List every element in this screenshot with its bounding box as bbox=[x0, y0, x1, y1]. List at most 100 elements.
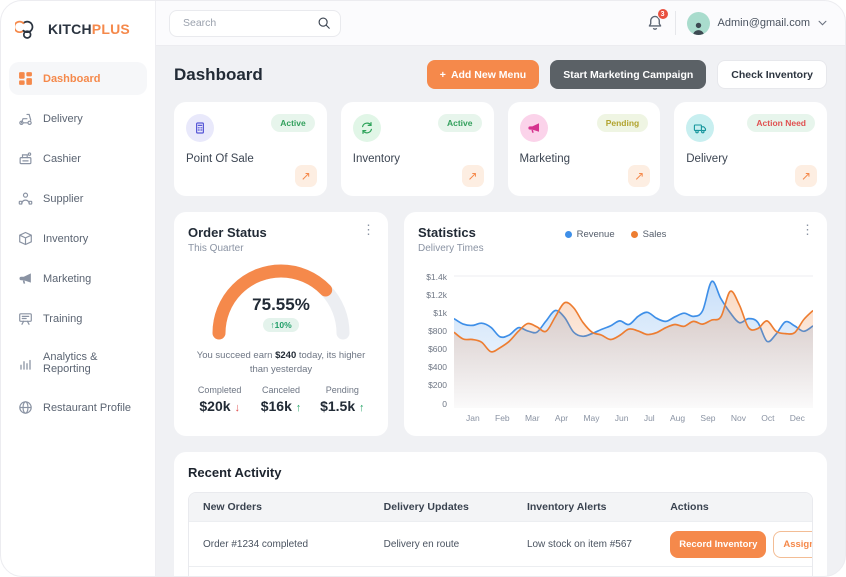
topbar-divider bbox=[674, 11, 676, 35]
logo-icon bbox=[15, 16, 41, 42]
search-input[interactable] bbox=[181, 16, 311, 30]
arrow-up-icon: ↑ bbox=[295, 401, 302, 414]
sidebar-item-delivery[interactable]: Delivery bbox=[9, 102, 147, 135]
recent-activity-title: Recent Activity bbox=[188, 465, 282, 480]
y-axis: $1.4k $1.2k $1k $800 $600 $400 $200 0 bbox=[426, 271, 447, 409]
kebab-menu-icon[interactable]: ⋮ bbox=[801, 222, 814, 237]
sidebar: KITCHPLUS Dashboard Delivery Cashier bbox=[1, 1, 156, 576]
table-row: Order #1234 completed Delivery en route … bbox=[189, 521, 812, 566]
sidebar-item-label: Cashier bbox=[43, 152, 81, 165]
column-header: New Orders bbox=[203, 501, 262, 513]
order-status-stats: Completed $20k ↓ Canceled $16k ↑ Pending… bbox=[188, 385, 374, 414]
column-header: Delivery Updates bbox=[383, 501, 469, 513]
main-content: Dashboard + Add New Menu Start Marketing… bbox=[156, 46, 845, 576]
line-chart: $1.4k $1.2k $1k $800 $600 $400 $200 0 bbox=[418, 263, 813, 409]
cashier-icon bbox=[18, 151, 33, 166]
card-point-of-sale[interactable]: Active Point Of Sale ↗ bbox=[174, 102, 327, 196]
delivery-icon bbox=[18, 111, 33, 126]
pos-icon bbox=[186, 114, 214, 142]
sidebar-item-marketing[interactable]: Marketing bbox=[9, 262, 147, 295]
card-title: Inventory bbox=[352, 153, 401, 165]
kebab-menu-icon[interactable]: ⋮ bbox=[362, 222, 375, 237]
marketing-icon bbox=[18, 271, 33, 286]
status-badge: Pending bbox=[596, 114, 649, 132]
sidebar-item-label: Restaurant Profile bbox=[43, 401, 132, 414]
sidebar-item-training[interactable]: Training bbox=[9, 302, 147, 335]
sidebar-nav: Dashboard Delivery Cashier Supplier bbox=[1, 54, 155, 432]
recent-activity-card: Recent Activity New Orders Delivery Upda… bbox=[174, 452, 827, 576]
card-marketing[interactable]: Pending Marketing ↗ bbox=[507, 102, 661, 196]
arrow-up-icon: ↑ bbox=[359, 401, 365, 414]
brand-name: KITCHPLUS bbox=[48, 21, 130, 37]
page-title: Dashboard bbox=[174, 64, 263, 84]
cell-delivery-updates: Delivery en route bbox=[383, 538, 460, 550]
card-delivery[interactable]: Action Need Delivery ↗ bbox=[674, 102, 827, 196]
inventory-sync-icon bbox=[352, 114, 381, 142]
truck-icon bbox=[686, 114, 715, 142]
column-header: Inventory Alerts bbox=[526, 501, 607, 513]
topbar: 3 Admin@gmail.com bbox=[156, 1, 845, 46]
sidebar-item-cashier[interactable]: Cashier bbox=[9, 142, 147, 175]
sidebar-item-analytics[interactable]: Analytics & Reporting bbox=[9, 342, 147, 384]
sidebar-item-label: Analytics & Reporting bbox=[43, 351, 98, 375]
card-inventory[interactable]: Active Inventory ↗ bbox=[340, 102, 494, 196]
order-status-subtitle: This Quarter bbox=[188, 243, 244, 254]
search-box bbox=[169, 9, 341, 37]
order-status-card: Order Status This Quarter ⋮ 75.55% ↑10% bbox=[174, 212, 388, 436]
gauge-value-arc bbox=[212, 264, 350, 340]
sidebar-item-restaurant-profile[interactable]: Restaurant Profile bbox=[9, 391, 147, 424]
arrow-down-icon: ↓ bbox=[234, 401, 240, 414]
gauge-percent: 75.55% bbox=[252, 295, 310, 314]
status-badge: Action Need bbox=[747, 114, 815, 132]
notifications-button[interactable]: 3 bbox=[646, 8, 669, 32]
inventory-icon bbox=[18, 231, 33, 246]
statistics-title: Statistics bbox=[418, 225, 476, 240]
user-menu[interactable]: Admin@gmail.com bbox=[686, 11, 827, 35]
status-cards-row: Active Point Of Sale ↗ Active Inventory … bbox=[174, 102, 827, 196]
start-marketing-campaign-button[interactable]: Start Marketing Campaign bbox=[550, 60, 707, 89]
stat-completed: Completed $20k ↓ bbox=[197, 384, 242, 414]
sidebar-item-label: Inventory bbox=[43, 232, 89, 245]
assign-task-button[interactable]: Assign Task bbox=[773, 575, 812, 576]
order-status-message: You succeed earn $240 today, its higher … bbox=[196, 350, 366, 376]
assign-task-button[interactable]: Assign Task bbox=[773, 530, 812, 558]
statistics-subtitle: Delivery Times bbox=[418, 243, 484, 254]
analytics-icon bbox=[18, 356, 33, 371]
add-new-menu-button[interactable]: + Add New Menu bbox=[426, 60, 540, 89]
notification-badge: 3 bbox=[656, 8, 669, 20]
arrow-up-right-icon[interactable]: ↗ bbox=[795, 165, 817, 187]
gauge-delta-badge: ↑10% bbox=[263, 318, 299, 332]
cell-new-orders: Order #1234 completed bbox=[203, 538, 309, 550]
arrow-up-right-icon[interactable]: ↗ bbox=[628, 165, 651, 187]
card-title: Delivery bbox=[686, 153, 728, 165]
sidebar-item-inventory[interactable]: Inventory bbox=[9, 222, 147, 255]
arrow-up-right-icon[interactable]: ↗ bbox=[461, 165, 484, 187]
order-status-title: Order Status bbox=[188, 225, 267, 240]
table-header: New Orders Delivery Updates Inventory Al… bbox=[189, 493, 812, 521]
dashboard-icon bbox=[18, 71, 33, 86]
record-inventory-button[interactable]: Record Inventory bbox=[670, 575, 767, 576]
avatar bbox=[686, 11, 710, 35]
statistics-card: Statistics Delivery Times ⋮ Revenue Sale… bbox=[404, 212, 827, 436]
plus-icon: + bbox=[439, 68, 446, 81]
card-title: Marketing bbox=[519, 153, 571, 165]
check-inventory-button[interactable]: Check Inventory bbox=[717, 60, 827, 89]
x-axis: Jan Feb Mar Apr May Jun Jul Aug Sep Nov Oct Dec bbox=[466, 413, 805, 423]
chevron-down-icon bbox=[818, 20, 827, 26]
user-email: Admin@gmail.com bbox=[717, 17, 810, 29]
cell-inventory-alerts: Low stock on item #567 bbox=[526, 538, 632, 550]
arrow-up-right-icon[interactable]: ↗ bbox=[294, 165, 317, 187]
status-badge: Active bbox=[271, 114, 315, 132]
supplier-icon bbox=[18, 191, 33, 206]
search-icon[interactable] bbox=[317, 16, 331, 30]
recent-activity-table: New Orders Delivery Updates Inventory Al… bbox=[188, 492, 813, 576]
record-inventory-button[interactable]: Record Inventory bbox=[670, 530, 767, 558]
logo: KITCHPLUS bbox=[1, 1, 155, 54]
sidebar-item-supplier[interactable]: Supplier bbox=[9, 182, 147, 215]
training-icon bbox=[18, 311, 33, 326]
sidebar-item-dashboard[interactable]: Dashboard bbox=[9, 62, 147, 95]
sidebar-item-label: Delivery bbox=[43, 112, 83, 125]
sidebar-item-label: Supplier bbox=[43, 192, 84, 205]
restaurant-profile-icon bbox=[18, 400, 33, 415]
